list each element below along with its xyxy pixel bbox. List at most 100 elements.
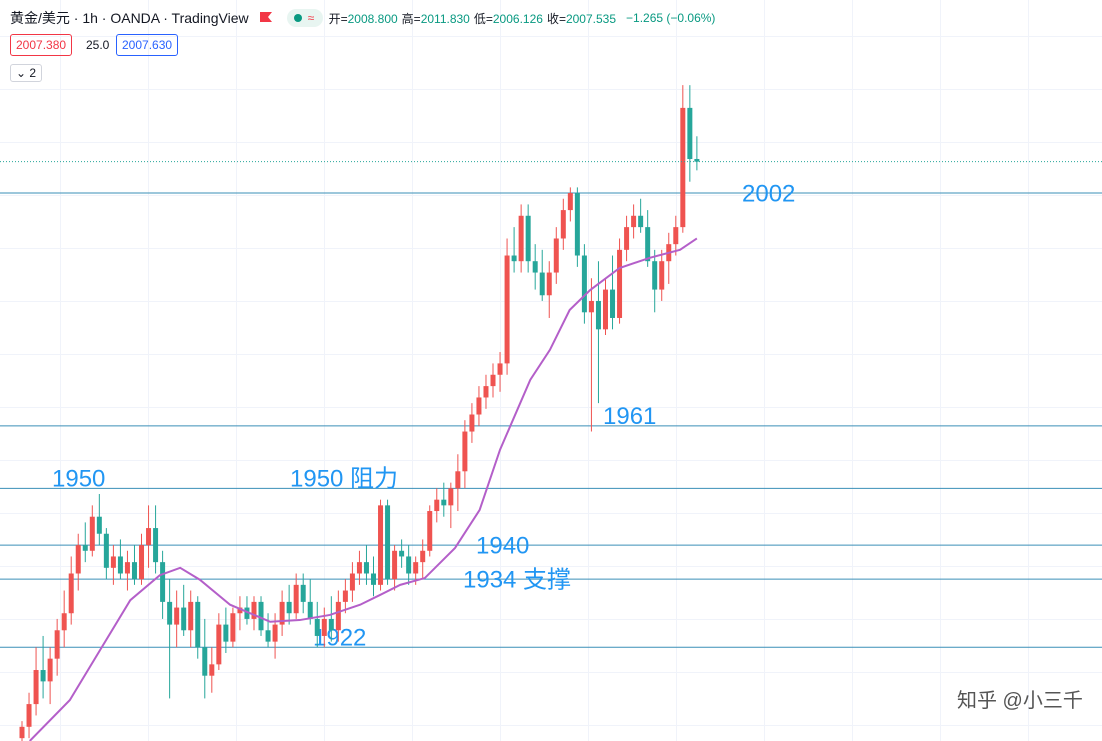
candle-body — [631, 215, 637, 228]
legend-header: 黄金/美元 · 1h · OANDA · TradingView ≈ 开=200… — [10, 8, 715, 28]
candle-body — [497, 363, 503, 375]
candle-body — [195, 601, 201, 648]
candle-body — [103, 533, 109, 568]
candle-body — [110, 556, 116, 568]
candle-body — [553, 238, 559, 273]
symbol: 黄金/美元 · 1h · OANDA · TradingView — [10, 10, 249, 26]
candle-body — [356, 562, 362, 574]
candle-body — [61, 613, 67, 631]
candle-body — [588, 300, 594, 313]
candle-body — [146, 528, 152, 546]
candle-body — [82, 545, 88, 551]
candle-body — [441, 499, 447, 506]
candle-body — [26, 704, 32, 727]
candle-body — [167, 601, 173, 625]
candle-body — [342, 590, 348, 602]
candle-body — [349, 573, 355, 591]
candle-body — [209, 664, 215, 676]
candle-body — [75, 545, 81, 574]
candle-body — [202, 647, 208, 676]
candle-body — [131, 562, 137, 580]
collapse-button[interactable]: ⌄ 2 — [10, 64, 43, 82]
candle-body — [392, 550, 398, 580]
candle-body — [286, 601, 292, 614]
candle-body — [19, 726, 25, 739]
candle-body — [673, 227, 679, 245]
change: −1.265 (−0.06%) — [626, 11, 716, 25]
ohlc-value: 2011.830 — [420, 11, 470, 26]
candle-body — [610, 289, 616, 318]
candle-body — [525, 215, 531, 262]
candle-body — [258, 601, 264, 631]
candle-body — [293, 584, 299, 614]
ohlc-value: 2006.126 — [492, 11, 543, 26]
ohlc-label: 开= — [328, 11, 348, 26]
candle-body — [652, 261, 658, 290]
candle-body — [659, 261, 665, 290]
candle-body — [476, 397, 482, 415]
candle-body — [371, 573, 376, 585]
candle-body — [314, 618, 320, 636]
candle-body — [251, 601, 257, 619]
candle-body — [321, 618, 327, 636]
candle-body — [687, 107, 693, 159]
candle-body — [139, 545, 145, 580]
candle-body — [47, 658, 53, 682]
candle-body — [265, 630, 271, 642]
candle-body — [244, 607, 250, 619]
candle-body — [54, 630, 60, 659]
candle-body — [434, 499, 440, 512]
level-label: 1961 — [603, 403, 656, 430]
candle-body — [539, 272, 545, 296]
candle-body — [427, 511, 433, 551]
ohlc-value: 2007.535 — [565, 11, 617, 26]
candle-body — [399, 550, 405, 557]
ohlc-label: 收= — [546, 11, 566, 26]
sell-button[interactable]: 2007.380 — [10, 34, 73, 56]
candle-body — [230, 613, 236, 642]
candle-body — [89, 516, 95, 551]
candle-body — [181, 607, 187, 631]
candle-body — [328, 618, 334, 631]
candle-body — [33, 670, 39, 705]
candle-body — [567, 193, 573, 211]
candle-body — [462, 431, 468, 472]
candle-body — [518, 215, 524, 262]
candle-body — [335, 601, 341, 631]
candle-body — [420, 550, 426, 563]
candle-body — [574, 193, 580, 256]
candle-body — [279, 601, 285, 625]
candle-body — [68, 573, 74, 614]
candle-body — [638, 215, 644, 228]
candle-body — [160, 562, 166, 602]
candle-body — [532, 261, 538, 273]
candle-body — [624, 227, 630, 250]
flag-icon[interactable] — [259, 11, 273, 25]
candle-body — [560, 210, 566, 239]
candle-body — [300, 584, 306, 602]
candle-body — [40, 670, 46, 682]
ohlc: 开=2008.800 高=2011.830 低=2006.126 收=2007.535 — [329, 10, 620, 27]
buy-button[interactable]: 2007.630 — [116, 34, 179, 56]
level-label: 1940 — [476, 532, 529, 559]
candle-body — [581, 255, 587, 313]
level-label: 2002 — [742, 180, 795, 207]
candle-body — [307, 601, 313, 619]
ohlc-label: 低= — [473, 11, 493, 26]
indicator-count: 2 — [29, 66, 37, 80]
level-label: 1950 — [52, 466, 105, 493]
candle-body — [124, 562, 130, 574]
candle-body — [406, 556, 412, 574]
candle-body — [680, 107, 686, 228]
level-label: 1934 支撑 — [463, 567, 571, 594]
candle-body — [546, 272, 552, 296]
status-pill: ≈ — [286, 9, 323, 27]
candle-body — [490, 374, 496, 387]
candle-body — [223, 624, 229, 642]
candle-body — [617, 249, 623, 318]
candle-body — [188, 601, 194, 631]
ohlc-label: 高= — [401, 11, 421, 26]
candle-body — [385, 505, 391, 580]
